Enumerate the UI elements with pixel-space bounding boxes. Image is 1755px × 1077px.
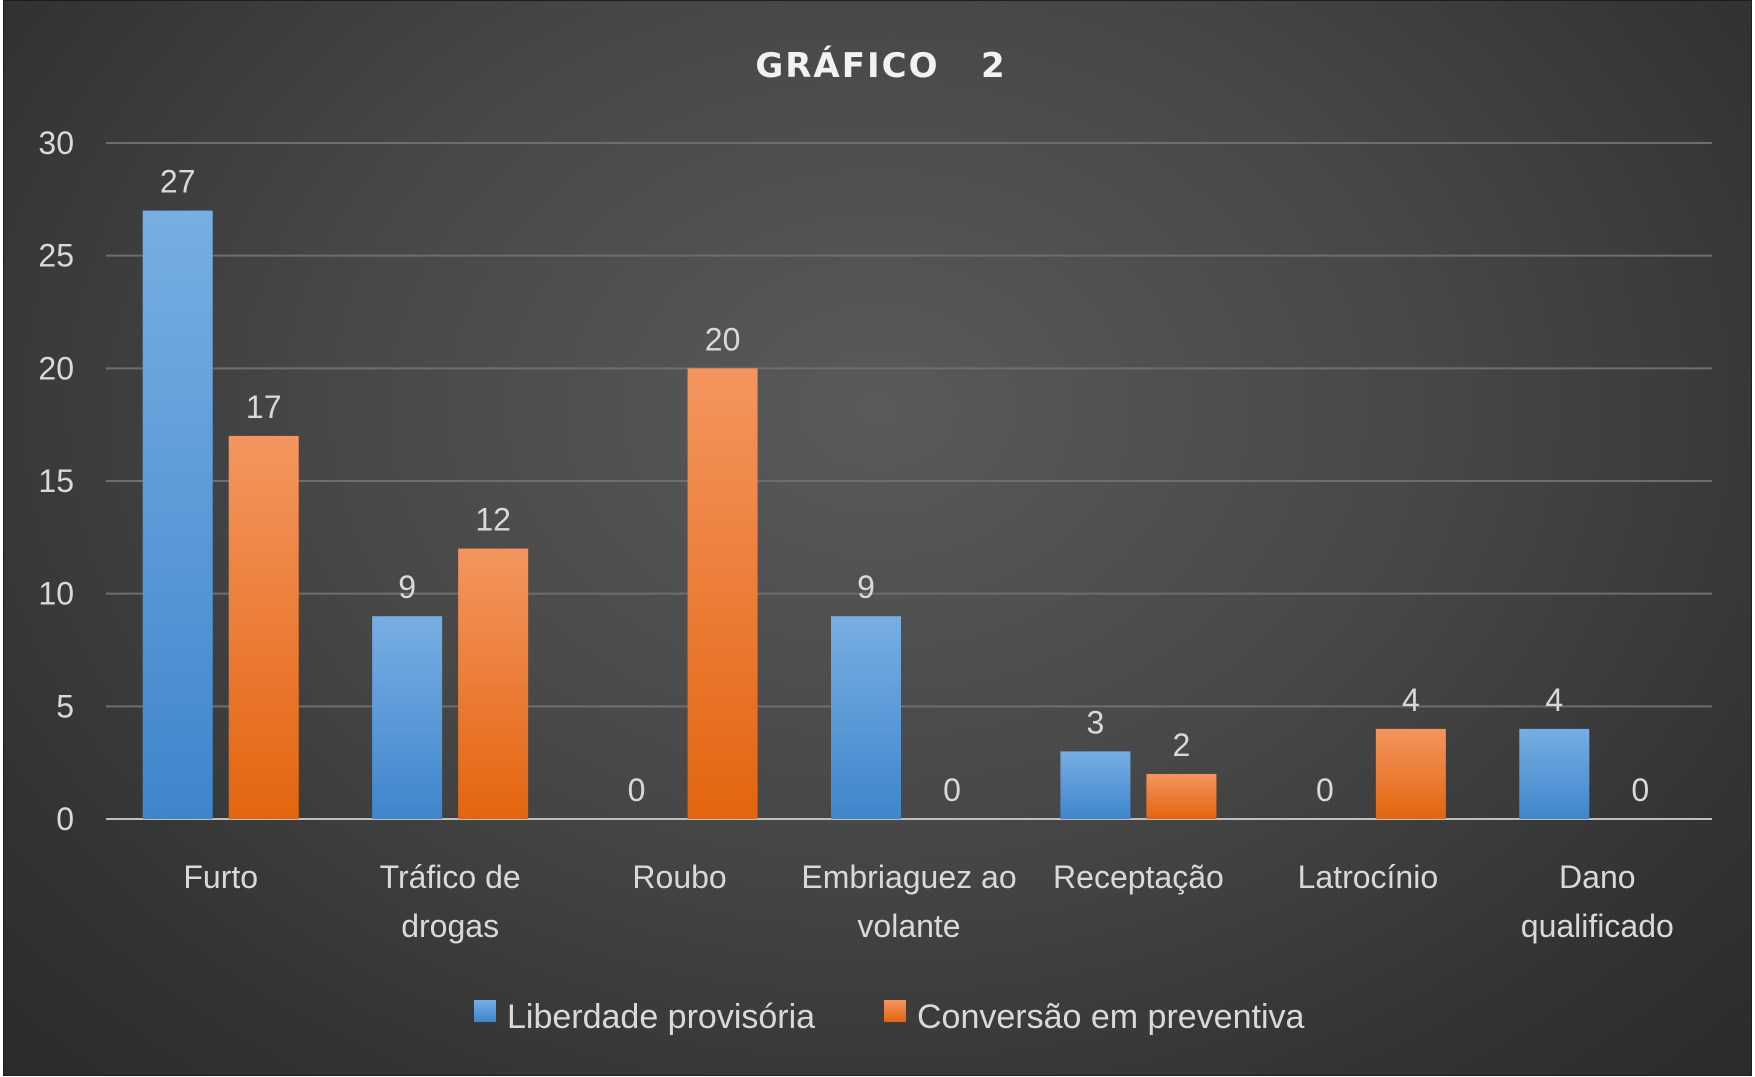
category-label: Furto — [183, 859, 258, 895]
y-tick-label: 25 — [38, 238, 74, 274]
category-label: Embriaguez ao — [801, 859, 1016, 895]
data-label: 0 — [1316, 772, 1334, 808]
data-label: 9 — [398, 569, 416, 605]
data-label: 4 — [1402, 682, 1420, 718]
data-label: 0 — [628, 772, 646, 808]
data-label: 4 — [1545, 682, 1563, 718]
legend-swatch — [474, 1000, 496, 1022]
bar — [228, 435, 299, 819]
bars — [142, 210, 1590, 820]
y-tick-label: 5 — [56, 688, 74, 724]
y-tick-label: 0 — [56, 801, 74, 837]
bar — [372, 616, 443, 819]
data-label: 0 — [1631, 772, 1649, 808]
bar — [458, 548, 529, 819]
chart-frame: GRÁFICO 2 0 5 10 15 20 25 30 27 17 9 12 0 20 9 0 3 2 0 4 4… — [3, 0, 1752, 1076]
bar — [1146, 773, 1217, 819]
bar — [1060, 751, 1131, 819]
y-axis-ticks: 0 5 10 15 20 25 30 — [38, 125, 74, 837]
legend-swatch — [884, 1000, 906, 1022]
chart-title: GRÁFICO 2 — [755, 45, 1006, 86]
data-label: 3 — [1087, 704, 1105, 740]
y-tick-label: 10 — [38, 576, 74, 612]
category-label: Latrocínio — [1298, 859, 1439, 895]
category-label: Receptação — [1053, 859, 1224, 895]
x-axis-categories: Furto Tráfico de drogas Roubo Embriaguez ao v… — [183, 859, 1673, 944]
category-label: Tráfico de — [380, 859, 521, 895]
category-label: volante — [857, 908, 960, 944]
y-tick-label: 15 — [38, 463, 74, 499]
legend-label: Conversão em preventiva — [917, 998, 1305, 1036]
category-label: qualificado — [1521, 908, 1674, 944]
data-label: 12 — [475, 502, 511, 538]
data-label: 20 — [705, 321, 741, 357]
bar — [142, 210, 213, 820]
data-label: 9 — [857, 569, 875, 605]
y-tick-label: 30 — [38, 125, 74, 161]
legend: Liberdade provisória Conversão em prevent… — [474, 998, 1305, 1036]
category-label: Dano — [1559, 859, 1636, 895]
gridlines — [106, 142, 1712, 820]
data-label: 2 — [1173, 727, 1191, 763]
bar — [1375, 728, 1446, 819]
legend-label: Liberdade provisória — [507, 998, 815, 1036]
bar — [1519, 728, 1590, 819]
data-label: 17 — [246, 389, 282, 425]
data-label: 27 — [160, 164, 196, 200]
y-tick-label: 20 — [38, 350, 74, 386]
category-label: Roubo — [632, 859, 726, 895]
data-label: 0 — [943, 772, 961, 808]
bar — [687, 368, 758, 819]
bar — [831, 616, 901, 819]
category-label: drogas — [401, 908, 499, 944]
